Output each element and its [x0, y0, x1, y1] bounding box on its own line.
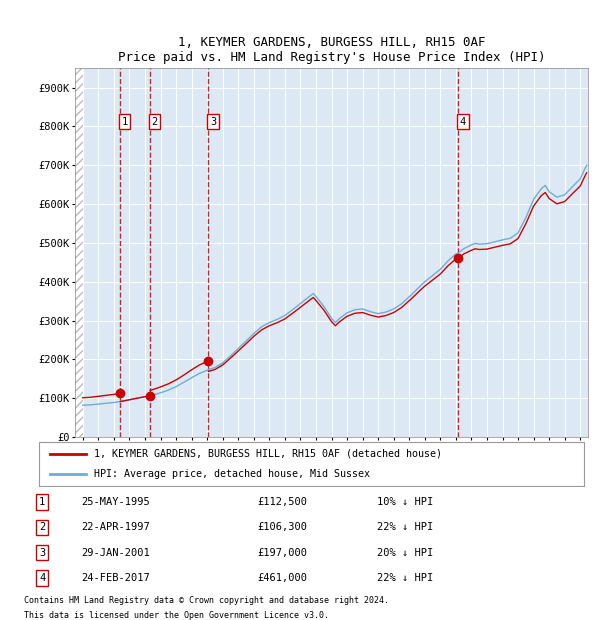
Text: 4: 4	[39, 573, 46, 583]
Text: 24-FEB-2017: 24-FEB-2017	[81, 573, 150, 583]
Text: HPI: Average price, detached house, Mid Sussex: HPI: Average price, detached house, Mid …	[94, 469, 370, 479]
Bar	[75, 68, 83, 437]
Text: 20% ↓ HPI: 20% ↓ HPI	[377, 547, 434, 557]
Text: £197,000: £197,000	[258, 547, 308, 557]
Text: 29-JAN-2001: 29-JAN-2001	[81, 547, 150, 557]
FancyBboxPatch shape	[39, 442, 584, 486]
Text: 2: 2	[151, 117, 157, 126]
Text: 10% ↓ HPI: 10% ↓ HPI	[377, 497, 434, 507]
Text: 25-MAY-1995: 25-MAY-1995	[81, 497, 150, 507]
Text: 22% ↓ HPI: 22% ↓ HPI	[377, 523, 434, 533]
Text: 1: 1	[121, 117, 128, 126]
Text: This data is licensed under the Open Government Licence v3.0.: This data is licensed under the Open Gov…	[24, 611, 329, 619]
Text: £106,300: £106,300	[258, 523, 308, 533]
Text: 22-APR-1997: 22-APR-1997	[81, 523, 150, 533]
Text: 1, KEYMER GARDENS, BURGESS HILL, RH15 0AF (detached house): 1, KEYMER GARDENS, BURGESS HILL, RH15 0A…	[94, 449, 442, 459]
Text: Contains HM Land Registry data © Crown copyright and database right 2024.: Contains HM Land Registry data © Crown c…	[24, 596, 389, 604]
Text: £461,000: £461,000	[258, 573, 308, 583]
Text: 22% ↓ HPI: 22% ↓ HPI	[377, 573, 434, 583]
Text: 2: 2	[39, 523, 46, 533]
Text: 3: 3	[210, 117, 216, 126]
Text: £112,500: £112,500	[258, 497, 308, 507]
Text: 3: 3	[39, 547, 46, 557]
Text: 1: 1	[39, 497, 46, 507]
Title: 1, KEYMER GARDENS, BURGESS HILL, RH15 0AF
Price paid vs. HM Land Registry's Hous: 1, KEYMER GARDENS, BURGESS HILL, RH15 0A…	[118, 36, 545, 64]
Text: 4: 4	[460, 117, 466, 126]
